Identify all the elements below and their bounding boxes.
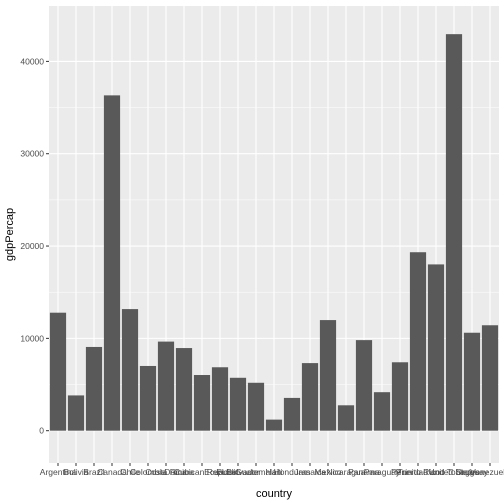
bars [49, 34, 499, 431]
x-tick-label: Brazil [83, 467, 104, 477]
x-tick-label: Dominican Republic [164, 467, 240, 477]
bar [481, 325, 499, 431]
bar [445, 34, 463, 431]
y-axis: 0 10000 20000 30000 40000 [20, 56, 49, 436]
x-tick-label: Bolivia [63, 467, 88, 477]
bar [301, 363, 319, 431]
bar [391, 362, 409, 431]
y-tick-label: 20000 [20, 241, 44, 251]
x-axis: ArgentinaBoliviaBrazilCanadaChileColombi… [40, 463, 504, 477]
bar [463, 332, 481, 431]
x-tick-label: Costa Rica [145, 467, 187, 477]
x-tick-label: Honduras [274, 467, 311, 477]
x-tick-label: Guatemala [235, 467, 277, 477]
x-tick-label: Peru [391, 467, 409, 477]
x-tick-label: Paraguay [364, 467, 401, 477]
y-axis-title: gdpPercap [4, 208, 16, 261]
bar [211, 367, 229, 431]
bar [85, 346, 103, 431]
x-tick-label: Mexico [315, 467, 342, 477]
x-tick-label: United States [428, 467, 479, 477]
bar [337, 405, 355, 431]
bar [247, 382, 265, 431]
bar [319, 320, 337, 431]
bar [121, 309, 139, 431]
bar [139, 365, 157, 431]
bar [283, 397, 301, 431]
x-tick-label: Haiti [265, 467, 282, 477]
y-tick-label: 40000 [20, 56, 44, 66]
x-tick-label: Chile [120, 467, 140, 477]
x-axis-title: country [256, 488, 293, 500]
x-tick-label: Venezuela [470, 467, 504, 477]
x-tick-label: Panama [348, 467, 380, 477]
bar [427, 264, 445, 431]
x-tick-label: Uruguay [456, 467, 489, 477]
bar [67, 395, 85, 431]
x-tick-label: Puerto Rico [396, 467, 441, 477]
bar [409, 252, 427, 431]
x-tick-label: Trinidad and Tobago [397, 467, 474, 477]
x-tick-label: Canada [97, 467, 127, 477]
bar [373, 392, 391, 431]
bar [103, 95, 121, 431]
bar [229, 377, 247, 431]
y-tick-label: 0 [39, 426, 44, 436]
x-tick-label: Nicaragua [327, 467, 366, 477]
x-tick-label: Colombia [130, 467, 166, 477]
x-tick-label: Argentina [40, 467, 77, 477]
bar [157, 341, 175, 431]
y-tick-label: 30000 [20, 149, 44, 159]
bar [193, 375, 211, 431]
bar [265, 419, 283, 431]
x-tick-label: El Salvador [216, 467, 260, 477]
x-tick-label: Ecuador [204, 467, 236, 477]
bar [175, 348, 193, 431]
bar [49, 312, 67, 431]
bar [355, 340, 373, 431]
x-tick-label: Cuba [174, 467, 195, 477]
y-tick-label: 10000 [20, 333, 44, 343]
x-tick-label: Jamaica [294, 467, 326, 477]
